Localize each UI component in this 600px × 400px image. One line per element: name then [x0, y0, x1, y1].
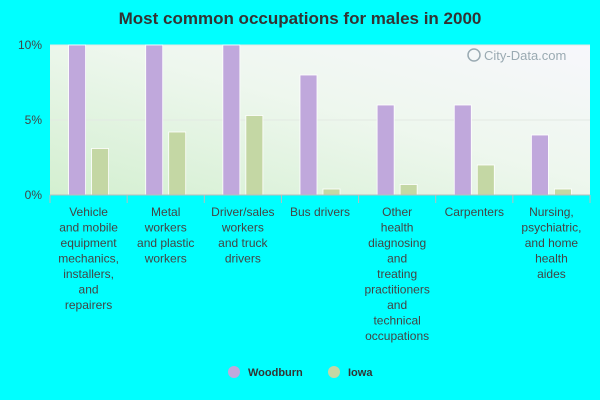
- bar-iowa-6: [554, 188, 572, 196]
- y-axis: 0% 5% 10%: [18, 38, 42, 202]
- bar-woodburn-2: [222, 44, 241, 196]
- bar-woodburn-3: [299, 74, 318, 196]
- bar-iowa-0: [91, 148, 109, 196]
- chart-title: Most common occupations for males in 200…: [119, 9, 482, 28]
- bar-iowa-4: [399, 184, 418, 196]
- y-tick-label: 5%: [25, 113, 43, 127]
- x-category-label: Carpenters: [445, 205, 504, 219]
- legend-swatch-woodburn: [228, 366, 240, 378]
- watermark: City-Data.com: [467, 48, 566, 63]
- x-category-label: Bus drivers: [290, 205, 350, 219]
- watermark-icon: [467, 48, 481, 62]
- x-category-label: Metal workers and plastic workers: [137, 205, 194, 266]
- bar-woodburn-1: [145, 44, 164, 196]
- bar-woodburn-4: [376, 104, 395, 196]
- bar-iowa-1: [168, 131, 187, 196]
- bar-woodburn-0: [68, 44, 86, 196]
- x-category-label: Driver/sales workers and truck drivers: [211, 205, 274, 266]
- gridlines: [50, 44, 590, 121]
- y-tick-label: 0%: [25, 188, 43, 202]
- x-axis: Vehicle and mobile equipment mechanics, inst…: [49, 194, 591, 343]
- x-category-label: Nursing, psychiatric, and home health aides: [521, 205, 581, 281]
- bar-woodburn-5: [453, 104, 472, 196]
- x-category-label: Vehicle and mobile equipment mechanics, inst…: [58, 205, 119, 312]
- legend-label-iowa: Iowa: [348, 367, 373, 379]
- legend-swatch-iowa: [328, 366, 340, 378]
- bar-woodburn-6: [531, 134, 549, 196]
- bar-iowa-2: [245, 115, 264, 196]
- bar-iowa-5: [476, 164, 495, 196]
- y-tick-label: 10%: [18, 38, 42, 52]
- watermark-text: City-Data.com: [484, 48, 566, 63]
- legend-label-woodburn: Woodburn: [248, 367, 303, 379]
- bar-iowa-3: [322, 188, 341, 196]
- legend: Woodburn Iowa: [228, 366, 373, 379]
- x-category-label: Other health diagnosing and treating practiti…: [364, 205, 429, 343]
